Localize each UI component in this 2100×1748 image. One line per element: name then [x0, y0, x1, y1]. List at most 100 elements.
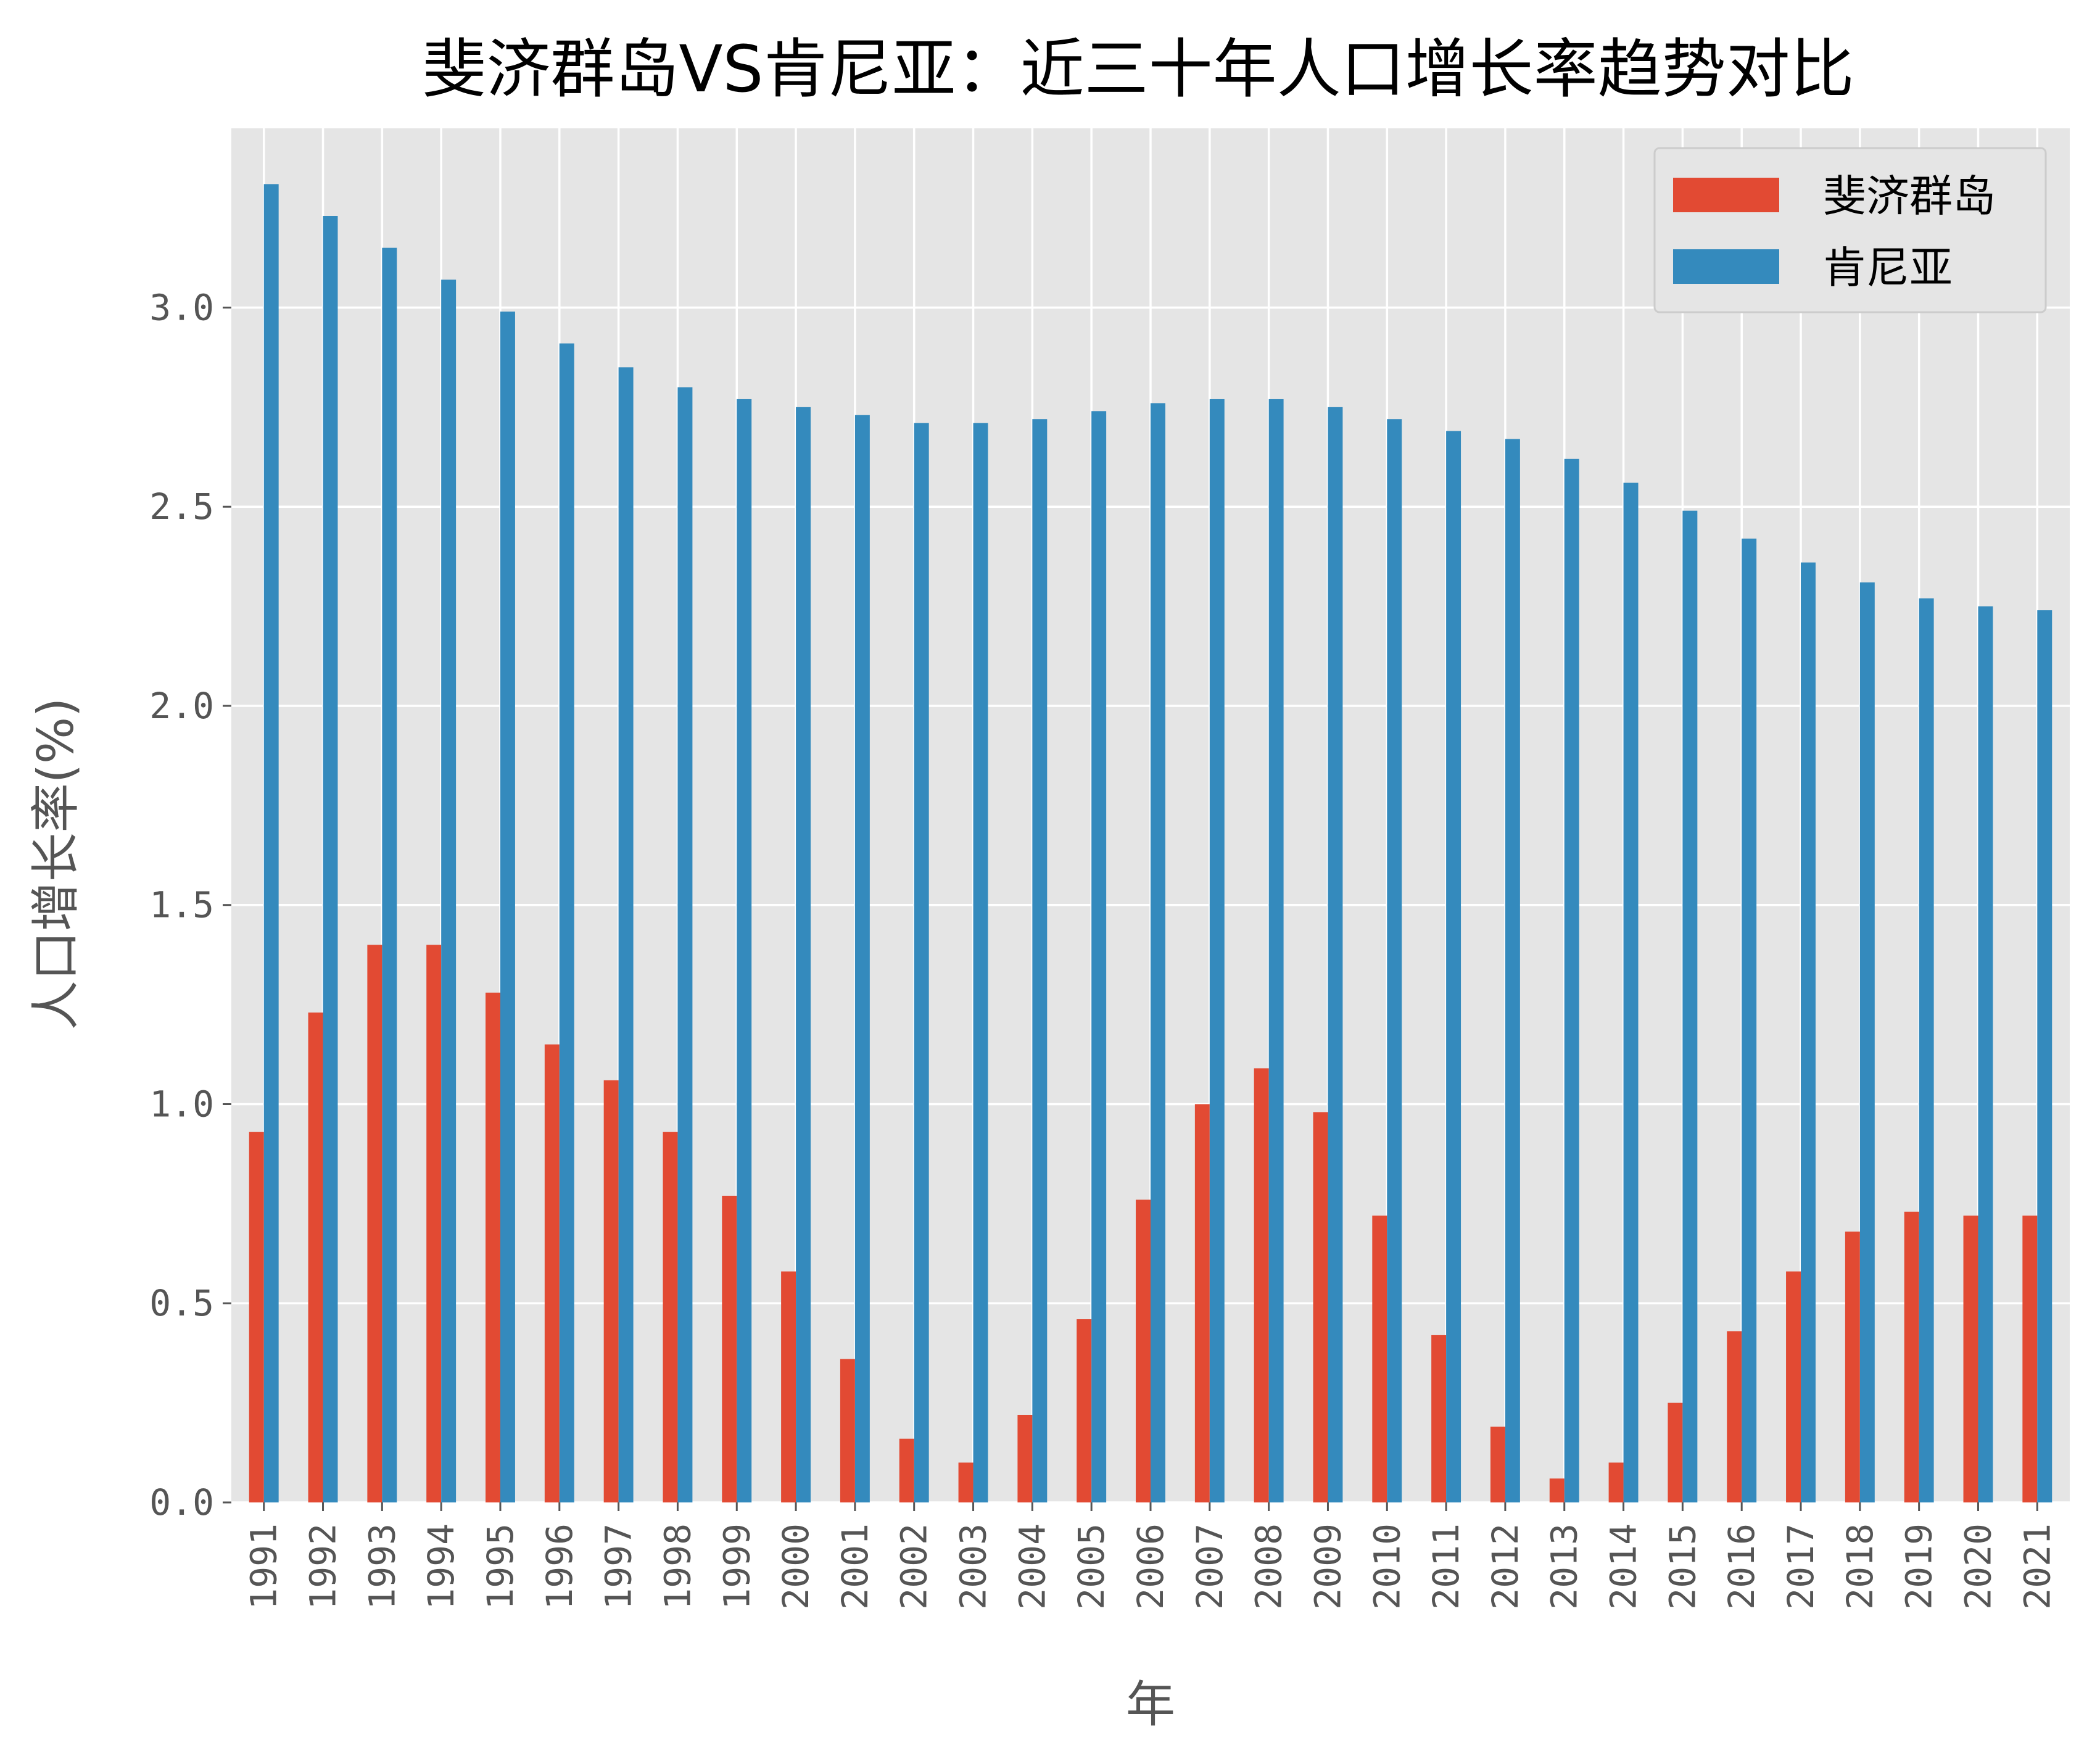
- x-tick-label: 2021: [2016, 1523, 2058, 1610]
- bar-kenya: [382, 247, 397, 1503]
- x-tick-label: 2013: [1544, 1523, 1585, 1610]
- bar-kenya: [1859, 582, 1875, 1503]
- x-tick-label: 2017: [1780, 1523, 1822, 1610]
- legend-swatch-fiji: [1673, 178, 1779, 212]
- bar-kenya: [914, 423, 929, 1503]
- x-tick-label: 2016: [1721, 1523, 1763, 1610]
- bar-fiji: [1431, 1335, 1447, 1502]
- bar-kenya: [1387, 419, 1402, 1503]
- bar-kenya: [441, 280, 457, 1503]
- bar-kenya: [1446, 431, 1461, 1503]
- bar-kenya: [1091, 411, 1107, 1503]
- bar-kenya: [618, 367, 634, 1502]
- x-tick-label: 1992: [302, 1523, 344, 1610]
- x-tick-label: 2002: [893, 1523, 935, 1610]
- x-tick-label: 1999: [716, 1523, 758, 1610]
- bar-fiji: [1136, 1199, 1151, 1502]
- bar-fiji: [426, 945, 442, 1502]
- x-tick-label: 2019: [1898, 1523, 1940, 1610]
- x-axis-label: 年: [1126, 1676, 1175, 1733]
- x-tick-label: 1998: [656, 1523, 698, 1610]
- y-tick-label: 1.0: [149, 1083, 214, 1125]
- bar-fiji: [663, 1132, 678, 1502]
- y-tick-label: 2.5: [149, 486, 214, 528]
- x-tick-label: 2020: [1957, 1523, 1999, 1610]
- bar-fiji: [603, 1080, 619, 1502]
- x-tick-label: 1997: [598, 1523, 640, 1610]
- x-tick-label: 1995: [479, 1523, 521, 1610]
- y-tick-label: 1.5: [149, 884, 214, 926]
- bar-kenya: [854, 415, 870, 1503]
- bars: [249, 184, 2052, 1503]
- chart-title: 斐济群岛VS肯尼亚：近三十年人口增长率趋势对比: [422, 31, 1854, 107]
- bar-kenya: [677, 387, 693, 1502]
- bar-kenya: [796, 407, 811, 1502]
- bar-fiji: [249, 1132, 264, 1502]
- bar-kenya: [1623, 483, 1639, 1502]
- x-tick-label: 2015: [1661, 1523, 1703, 1610]
- bar-kenya: [1919, 598, 1934, 1503]
- bar-fiji: [1313, 1112, 1328, 1502]
- x-tick-label: 2008: [1248, 1523, 1290, 1610]
- x-tick-label: 1994: [420, 1523, 462, 1610]
- bar-fiji: [1904, 1211, 1919, 1502]
- bar-fiji: [367, 945, 382, 1502]
- x-tick-label: 2000: [775, 1523, 817, 1610]
- bar-fiji: [1372, 1216, 1387, 1502]
- x-tick-label: 1996: [539, 1523, 581, 1610]
- bar-fiji: [1194, 1104, 1210, 1502]
- bar-kenya: [1032, 419, 1048, 1503]
- bar-fiji: [1727, 1331, 1742, 1502]
- axis-ticks: 0.0 0.5 1.0 1.5 2.0 2.5 3.0 1991 1992 1993 1994 199…: [149, 286, 2058, 1609]
- bar-kenya: [2037, 610, 2052, 1503]
- bar-kenya: [1328, 407, 1343, 1502]
- y-tick-label: 0.0: [149, 1481, 214, 1523]
- bar-fiji: [1490, 1427, 1505, 1502]
- bar-kenya: [500, 311, 515, 1502]
- bar-kenya: [1505, 439, 1520, 1503]
- bar-kenya: [973, 423, 988, 1503]
- bar-fiji: [1786, 1271, 1801, 1502]
- bar-fiji: [2022, 1216, 2038, 1502]
- y-tick-label: 0.5: [149, 1282, 214, 1324]
- x-tick-label: 2006: [1130, 1523, 1172, 1610]
- x-tick-label: 2012: [1484, 1523, 1526, 1610]
- x-tick-label: 1993: [361, 1523, 403, 1610]
- bar-fiji: [308, 1013, 323, 1502]
- x-tick-label: 2011: [1425, 1523, 1467, 1610]
- bar-kenya: [1151, 403, 1165, 1502]
- bar-fiji: [1608, 1462, 1624, 1502]
- bar-fiji: [840, 1359, 855, 1502]
- x-tick-label: 2001: [834, 1523, 876, 1610]
- legend: 斐济群岛 肯尼亚: [1653, 147, 2047, 313]
- x-tick-label: 2009: [1307, 1523, 1349, 1610]
- bar-kenya: [1564, 458, 1579, 1502]
- y-tick-label: 2.0: [149, 685, 214, 727]
- bar-kenya: [1209, 399, 1225, 1502]
- x-tick-label: 1991: [243, 1523, 285, 1610]
- bar-kenya: [737, 399, 752, 1502]
- bar-kenya: [559, 343, 574, 1502]
- bar-fiji: [958, 1462, 974, 1502]
- bar-fiji: [722, 1195, 737, 1502]
- bar-kenya: [1742, 538, 1757, 1502]
- bar-fiji: [486, 992, 500, 1502]
- bar-fiji: [781, 1271, 796, 1502]
- bar-fiji: [1254, 1068, 1269, 1502]
- x-tick-label: 2005: [1070, 1523, 1112, 1610]
- y-axis-label: 人口增长率(%): [27, 698, 85, 1030]
- bar-kenya: [1268, 399, 1284, 1502]
- x-tick-label: 2003: [953, 1523, 994, 1610]
- bar-kenya: [1978, 606, 1993, 1503]
- bar-fiji: [544, 1044, 560, 1502]
- bar-fiji: [1963, 1216, 1978, 1502]
- x-tick-label: 2018: [1839, 1523, 1881, 1610]
- legend-swatch-kenya: [1673, 249, 1779, 284]
- bar-fiji: [1668, 1402, 1683, 1502]
- bar-fiji: [1549, 1478, 1565, 1502]
- bar-fiji: [1077, 1319, 1092, 1502]
- legend-label-kenya: 肯尼亚: [1823, 242, 1953, 293]
- x-tick-label: 2010: [1366, 1523, 1408, 1610]
- bar-kenya: [323, 216, 338, 1502]
